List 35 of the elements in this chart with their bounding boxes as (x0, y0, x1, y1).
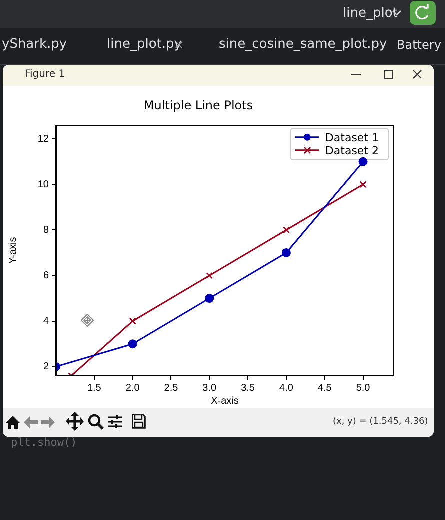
point (282, 248, 291, 258)
legend-label: Dataset 2 (325, 144, 380, 158)
text: sine_cosine_same_plot.py (219, 37, 388, 52)
point (128, 340, 138, 349)
x-tick-label: 2.5 (164, 382, 179, 394)
y-tick-label: 12 (38, 134, 50, 145)
y-tick-label: 2 (43, 362, 50, 373)
x-tick-label: 1.5 (87, 382, 102, 394)
text: (x, y) = (1.545, 4.36) (333, 417, 428, 427)
y-tick-label: 4 (43, 316, 50, 328)
caption: Figure 1 (25, 69, 66, 80)
x-tick-label: 4.5 (318, 382, 332, 394)
text: plt.show() (11, 436, 78, 449)
y-axis-title: Y-axis (8, 237, 19, 264)
text: line_plot (343, 6, 398, 21)
point (358, 157, 368, 166)
legend-label: Dataset 1 (325, 131, 380, 144)
y-tick-label: 10 (38, 179, 50, 190)
text: yShark.py (2, 37, 68, 52)
point (360, 181, 367, 188)
y-tick-label: 8 (43, 224, 50, 236)
point (205, 294, 214, 304)
x-axis-title: X-axis (211, 396, 239, 407)
x-tick-label: 5.0 (356, 382, 371, 394)
text: line_plot.py (107, 37, 182, 52)
x-tick-label: 2.0 (126, 382, 140, 394)
text: Battery (397, 38, 442, 52)
point (206, 272, 214, 280)
x-tick-label: 3.5 (241, 382, 256, 394)
x-tick-label: 3.0 (202, 382, 218, 394)
point (282, 226, 290, 234)
point (129, 318, 136, 325)
chart-title: Multiple Line Plots (144, 98, 254, 112)
x-tick-label: 4.0 (280, 382, 294, 394)
y-tick-label: 6 (43, 270, 50, 282)
